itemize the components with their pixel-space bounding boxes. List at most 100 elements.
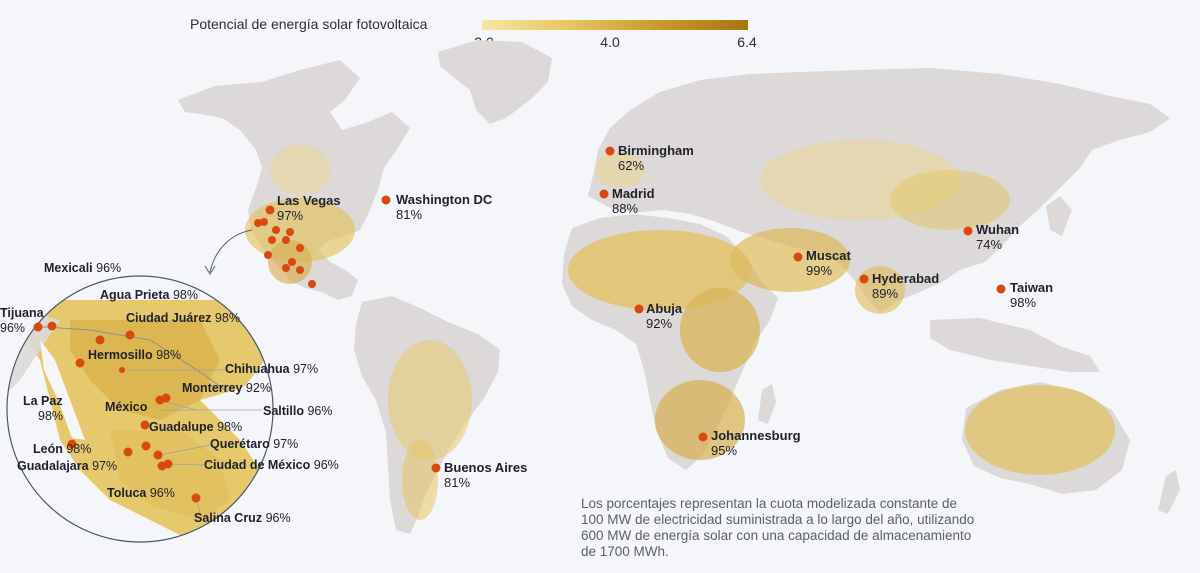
inset-label-chihuahua: Chihuahua 97% — [225, 362, 318, 376]
city-pct: 81% — [444, 475, 471, 490]
inset-label-leon: León 98% — [33, 442, 91, 456]
inset-marker-guadalupe — [140, 420, 150, 430]
legend-title: Potencial de energía solar fotovoltaica — [190, 16, 428, 32]
marker-taiwan — [996, 284, 1006, 294]
inset-city-pct: 96% — [313, 458, 339, 472]
legend-gradient-bar — [482, 20, 748, 30]
inset-marker-salina-cruz — [191, 493, 201, 503]
city-pct: 81% — [396, 207, 423, 222]
city-pct: 97% — [277, 208, 304, 223]
maritime-asia-landmass — [930, 318, 1100, 372]
inset-city-markers — [33, 321, 201, 503]
city-pct: 88% — [612, 201, 639, 216]
inset-marker-queretaro — [141, 441, 151, 451]
city-pct: 89% — [872, 286, 899, 301]
inset-circle-border — [6, 275, 274, 543]
inset-label-salina-cruz: Salina Cruz 96% — [194, 511, 291, 525]
city-pct: 74% — [976, 237, 1003, 252]
inset-marker-ciudad-juarez — [125, 330, 135, 340]
inset-marker-tijuana — [33, 322, 43, 332]
city-label-washington-dc: Washington DC 81% — [396, 192, 492, 222]
inset-city-name: Agua Prieta — [100, 288, 170, 302]
inset-city-pct: 92% — [245, 381, 271, 395]
inset-city-pct: 96% — [149, 486, 175, 500]
main-city-markers — [254, 146, 1006, 473]
city-label-buenos-aires: Buenos Aires 81% — [444, 460, 527, 490]
inset-city-name: Toluca — [107, 486, 147, 500]
marker-mexico-9 — [288, 258, 296, 266]
marker-birmingham — [605, 146, 615, 156]
inset-label-queretaro: Querétaro 97% — [210, 437, 298, 451]
marker-abuja — [634, 304, 644, 314]
marker-las-vegas — [265, 205, 275, 215]
city-label-abuja: Abuja 92% — [646, 301, 682, 331]
city-label-wuhan: Wuhan 74% — [976, 222, 1019, 252]
inset-label-guadalupe: Guadalupe 98% — [149, 420, 242, 434]
inset-label-mexico: México — [105, 400, 147, 414]
inset-city-name: Querétaro — [210, 437, 270, 451]
inset-city-pct: 96% — [265, 511, 291, 525]
inset-marker-leon — [123, 447, 133, 457]
methodology-note: Los porcentajes representan la cuota mod… — [581, 496, 975, 559]
inset-label-tijuana-name: Tijuana — [0, 306, 44, 320]
inset-label-guadalajara: Guadalajara 97% — [17, 459, 117, 473]
city-pct: 62% — [618, 158, 645, 173]
eurasia-landmass — [588, 68, 1170, 312]
inset-label-la-paz-pct: 98% — [38, 409, 63, 423]
inset-marker-toluca — [157, 461, 167, 471]
marker-johannesburg — [698, 432, 708, 442]
inset-marker-saltillo — [161, 393, 171, 403]
inset-city-pct: 97% — [293, 362, 319, 376]
inset-city-pct: 96% — [96, 261, 122, 275]
inset-city-pct: 97% — [92, 459, 118, 473]
inset-city-name: México — [105, 400, 148, 414]
city-label-birmingham: Birmingham 62% — [618, 143, 694, 173]
city-label-hyderabad: Hyderabad 89% — [872, 271, 939, 301]
legend-tick-max: 6.4 — [737, 34, 757, 50]
marker-wuhan — [963, 226, 973, 236]
marker-mexico-5 — [268, 236, 276, 244]
inset-city-name: Mexicali — [44, 261, 93, 275]
north-america-landmass — [178, 60, 410, 300]
marker-hyderabad — [859, 274, 869, 284]
inset-label-mexicali: Mexicali 96% — [44, 261, 121, 275]
inset-city-pct: 96% — [0, 321, 26, 335]
city-name: Hyderabad — [872, 271, 940, 286]
city-name: Birmingham — [618, 143, 694, 158]
marker-buenos-aires — [431, 463, 441, 473]
city-name: Wuhan — [976, 222, 1020, 237]
city-pct: 99% — [806, 263, 833, 278]
inset-label-tijuana-pct: 96% — [0, 321, 25, 335]
inset-city-name: Tijuana — [0, 306, 44, 320]
city-label-johannesburg: Johannesburg 95% — [711, 428, 801, 458]
inset-marker-agua-prieta — [95, 335, 105, 345]
japan-landmass — [1046, 196, 1072, 236]
city-name: Johannesburg — [711, 428, 801, 443]
inset-city-pct: 96% — [307, 404, 333, 418]
inset-marker-chihuahua — [119, 367, 125, 373]
madagascar-landmass — [758, 384, 776, 424]
city-pct: 95% — [711, 443, 738, 458]
inset-city-pct: 97% — [273, 437, 299, 451]
marker-mexico-4 — [286, 228, 294, 236]
inset-city-name: La Paz — [23, 394, 63, 408]
city-pct: 92% — [646, 316, 673, 331]
marker-mexico-6 — [282, 236, 290, 244]
inset-city-name: Guadalupe — [149, 420, 214, 434]
inset-label-hermosillo: Hermosillo 98% — [88, 348, 181, 362]
city-label-madrid: Madrid 88% — [612, 186, 655, 216]
inset-city-name: Salina Cruz — [194, 511, 263, 525]
marker-madrid — [599, 189, 609, 199]
inset-city-name: León — [33, 442, 63, 456]
legend-tick-mid: 4.0 — [600, 34, 620, 50]
city-name: Taiwan — [1010, 280, 1054, 295]
inset-marker-la-paz — [67, 439, 77, 449]
inset-city-name: Chihuahua — [225, 362, 290, 376]
marker-mexico-10 — [296, 266, 304, 274]
inset-city-name: Ciudad de México — [204, 458, 311, 472]
inset-label-la-paz-name: La Paz — [23, 394, 63, 408]
city-name: Abuja — [646, 301, 683, 316]
marker-muscat — [793, 252, 803, 262]
inset-label-toluca: Toluca 96% — [107, 486, 175, 500]
